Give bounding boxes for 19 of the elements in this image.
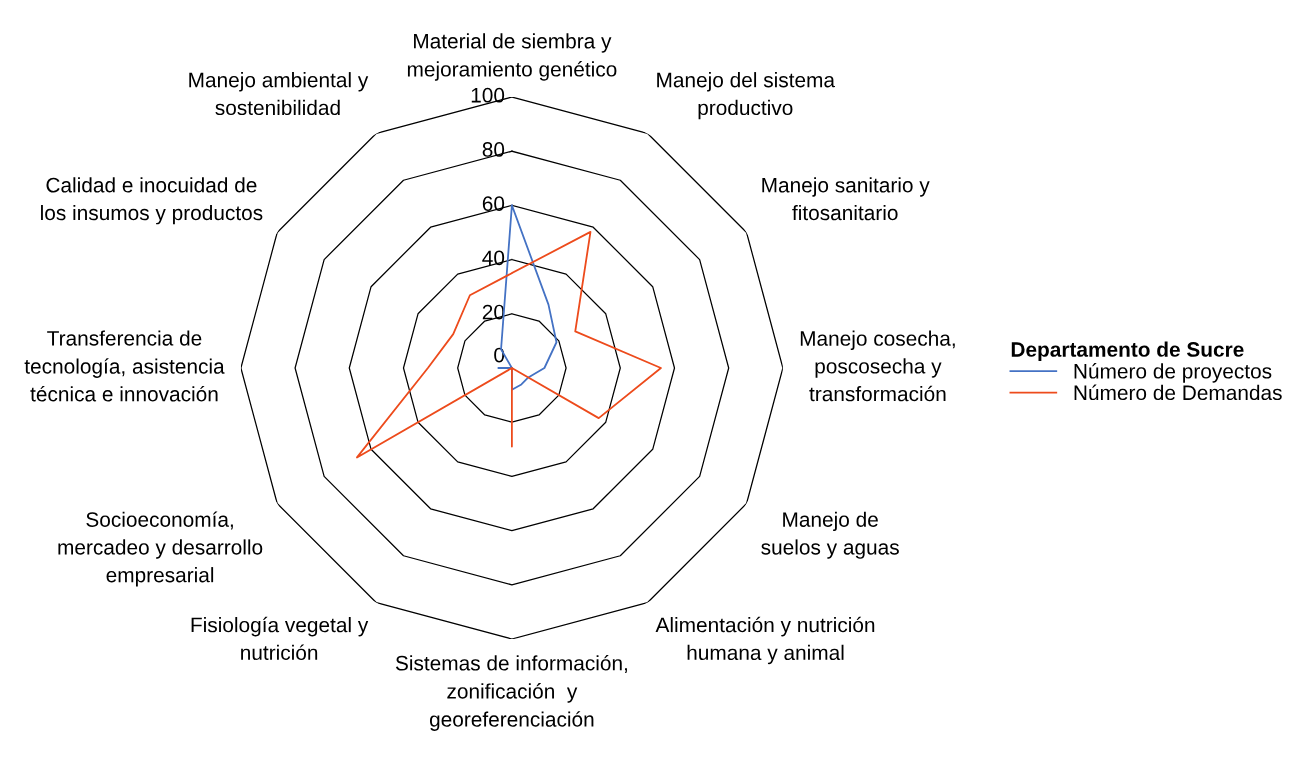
spoke-label: Alimentación y nutrición humana y animal: [655, 616, 875, 665]
y-tick-label: 40: [482, 250, 505, 266]
spoke-label: Fisiología vegetal y nutrición: [191, 616, 369, 661]
y-tick-label: 60: [482, 196, 505, 211]
legend-label: Número de Demandas: [1074, 384, 1282, 401]
spoke-label: Material de siembra y mejoramiento genético: [407, 33, 617, 81]
legend-title: Departamento de Sucre: [1011, 341, 1244, 361]
y-tick-label: 80: [482, 142, 505, 157]
spoke-label: Manejo cosecha, poscosecha y transformación: [800, 330, 955, 402]
spoke-label: Manejo ambiental y sostenibilidad: [189, 72, 369, 116]
spoke-label: Calidad e inocuidad de los insumos y productos: [41, 177, 263, 225]
spoke-label: Socioeconomía, mercadeo y desarrollo empresarial: [58, 511, 263, 587]
y-tick-label: 100: [471, 87, 505, 103]
spoke-label: Transferencia de tecnología, asistencia técnica e innovación: [24, 330, 225, 402]
spoke-label: Manejo de suelos y aguas: [761, 511, 899, 559]
spoke-label: Sistemas de información, zonificación y georeferenciación: [395, 655, 627, 731]
legend-label: Número de proyectos: [1074, 363, 1272, 383]
spoke-label: Manejo sanitario y fitosanitario: [762, 177, 930, 221]
spoke-label: Manejo del sistema productivo: [657, 72, 835, 120]
